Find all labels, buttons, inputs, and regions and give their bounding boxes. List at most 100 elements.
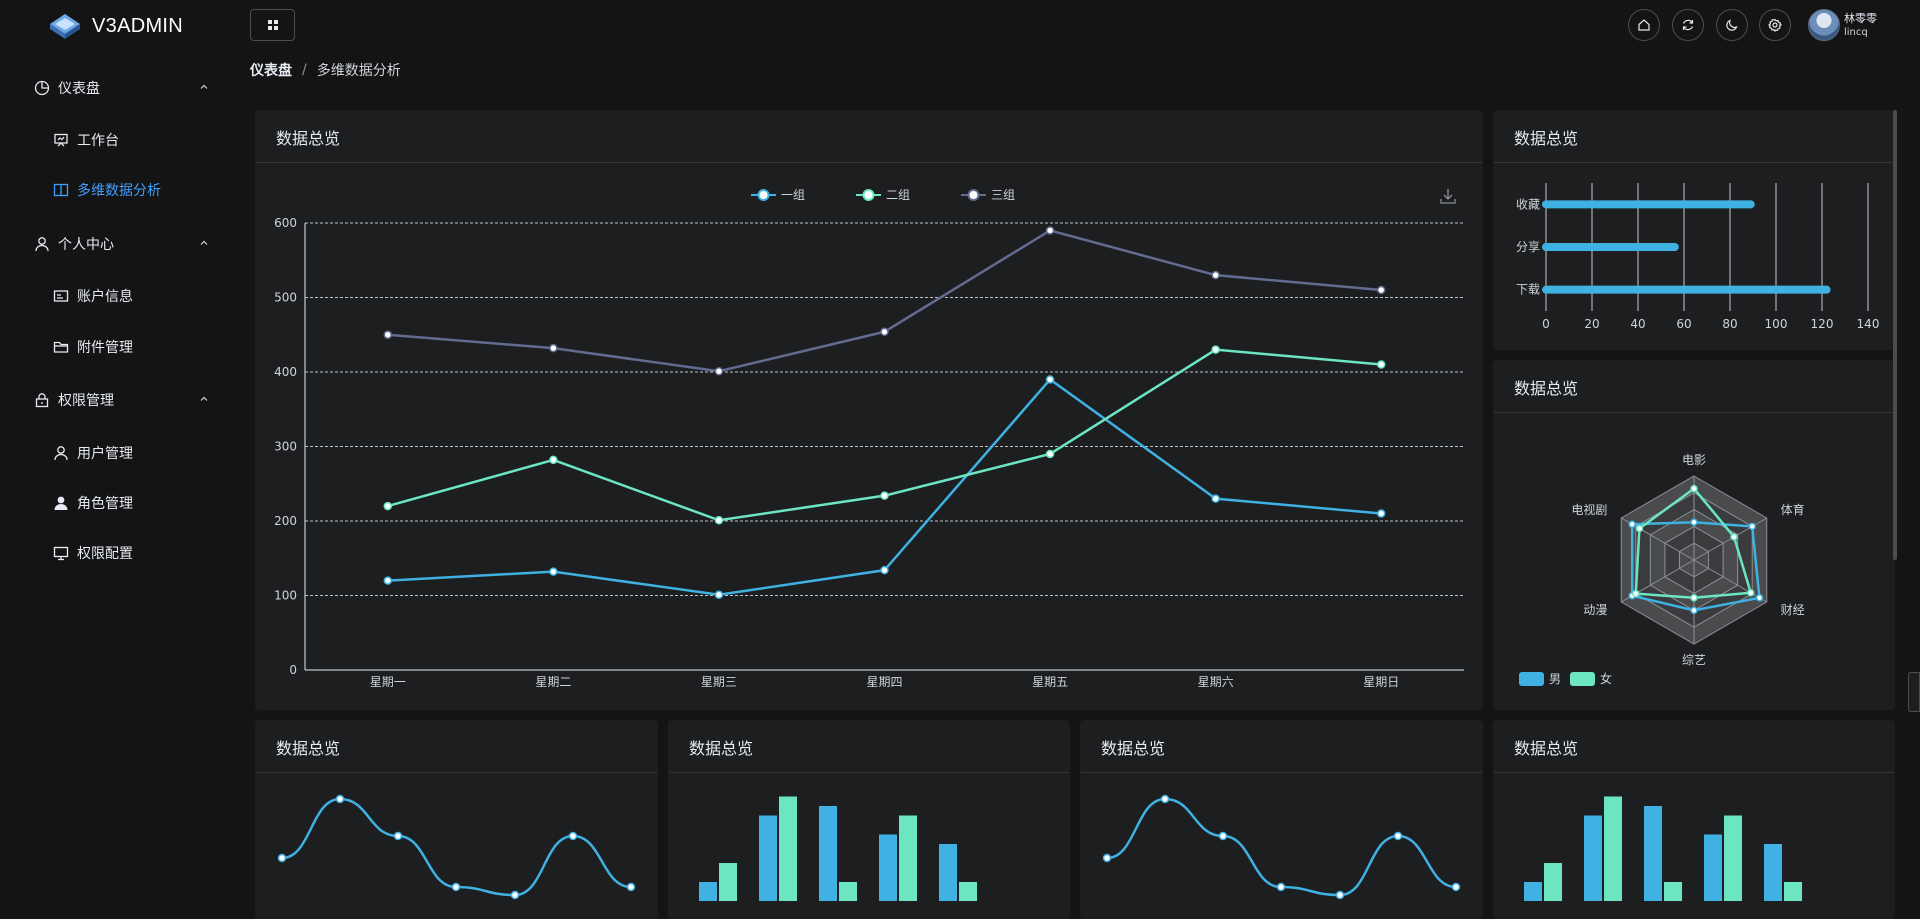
- radar-indicator-label: 综艺: [1682, 653, 1706, 667]
- side-drawer-handle[interactable]: [1908, 672, 1920, 712]
- data-point: [1376, 285, 1386, 295]
- menu-item-attachment-management[interactable]: 附件管理: [0, 329, 232, 365]
- menu-item-user-management[interactable]: 用户管理: [0, 435, 232, 471]
- menu-item-label: 权限配置: [77, 546, 133, 562]
- legend-swatch: [1570, 672, 1595, 686]
- home-button[interactable]: [1628, 9, 1660, 41]
- page-scrollbar[interactable]: [1893, 110, 1897, 560]
- card-mini-bar-2: 数据总览: [1493, 720, 1895, 919]
- grid-icon: [267, 20, 278, 30]
- menu-item-account-info[interactable]: 账户信息: [0, 278, 232, 314]
- card-mini-smooth-line-2: 数据总览: [1080, 720, 1483, 919]
- data-point: [1376, 509, 1386, 518]
- data-point: [1335, 890, 1345, 900]
- legend-swatch: [1519, 672, 1544, 686]
- refresh-button[interactable]: [1672, 9, 1704, 41]
- book-open-icon: [53, 183, 69, 197]
- y-tick-label: 400: [274, 365, 297, 379]
- smooth-line-chart: [277, 794, 636, 900]
- y-tick-label: 下载: [1516, 283, 1540, 297]
- radar-indicator-label: 财经: [1781, 603, 1805, 617]
- card-title: 数据总览: [1081, 721, 1482, 773]
- sidebar: V3ADMIN 仪表盘 工作台 多维数据分析 个人中心 账户信息 附件管: [0, 0, 232, 919]
- data-point: [714, 516, 724, 525]
- user-name[interactable]: 林零零: [1844, 12, 1877, 25]
- bar: [759, 815, 777, 901]
- data-point: [1211, 270, 1220, 280]
- breadcrumb-root[interactable]: 仪表盘: [250, 63, 292, 79]
- bar: [819, 806, 837, 901]
- user-filled-icon: [54, 496, 68, 510]
- radar-indicator-label: 电影: [1682, 453, 1706, 467]
- menu-toggle-button[interactable]: [250, 9, 295, 41]
- breadcrumb-current: 多维数据分析: [316, 63, 401, 79]
- x-tick-label: 星期日: [1363, 675, 1399, 689]
- menu-item-label: 工作台: [77, 133, 119, 149]
- data-point: [549, 567, 558, 576]
- legend-marker: [757, 189, 770, 201]
- menu-item-multi-dimensional-analysis[interactable]: 多维数据分析: [0, 172, 232, 208]
- user-id[interactable]: lincq: [1844, 27, 1868, 38]
- data-point: [510, 890, 520, 900]
- menu-group-dashboard[interactable]: 仪表盘: [0, 70, 232, 106]
- card-title: 数据总览: [256, 721, 657, 773]
- data-point: [1045, 375, 1055, 384]
- logo[interactable]: V3ADMIN: [48, 10, 183, 42]
- legend-label: 女: [1600, 671, 1612, 686]
- download-icon[interactable]: [1440, 189, 1456, 204]
- y-tick-label: 分享: [1516, 239, 1540, 254]
- data-point: [383, 576, 393, 585]
- bar: [779, 796, 797, 901]
- menu-item-label: 附件管理: [77, 340, 133, 356]
- x-tick-label: 120: [1811, 317, 1834, 331]
- monitor-icon: [53, 546, 69, 561]
- data-point: [1211, 494, 1220, 503]
- moon-icon: [1726, 19, 1738, 31]
- menu-item-workbench[interactable]: 工作台: [0, 122, 232, 158]
- legend-label: 二组: [886, 188, 910, 202]
- menu-group-permission-management[interactable]: 权限管理: [0, 382, 232, 418]
- data-point: [1690, 606, 1698, 615]
- avatar[interactable]: [1808, 9, 1840, 41]
- smooth-line-chart: [1102, 794, 1461, 900]
- folder-icon: [53, 341, 69, 353]
- line-chart: 0 100 200 300 400 500 600 星期一 星期二 星期三 星期四 星期五 星期六 星期日…: [274, 188, 1464, 689]
- breadcrumb: 仪表盘 / 多维数据分析: [250, 60, 401, 80]
- x-tick-label: 60: [1676, 317, 1691, 331]
- legend-label: 一组: [781, 188, 805, 202]
- bar: [1604, 796, 1622, 901]
- bar: [1544, 863, 1562, 901]
- data-point: [1218, 831, 1228, 841]
- menu-item-role-management[interactable]: 角色管理: [0, 485, 232, 521]
- x-tick-label: 0: [1542, 317, 1550, 331]
- bar-chart: [1524, 796, 1802, 901]
- y-tick-label: 100: [274, 589, 297, 603]
- bar: [1764, 844, 1782, 901]
- data-point: [714, 590, 724, 600]
- settings-button[interactable]: [1759, 9, 1791, 41]
- menu-group-personal-center[interactable]: 个人中心: [0, 226, 232, 262]
- card-mini-bar-1: 数据总览: [668, 720, 1070, 919]
- bar: [1644, 806, 1662, 901]
- chevron-up-icon: [200, 396, 208, 401]
- data-point: [1746, 589, 1755, 597]
- bar-chart: [699, 796, 977, 901]
- chevron-up-icon: [200, 84, 208, 89]
- bar: [1704, 834, 1722, 901]
- data-point: [549, 455, 558, 465]
- data-point: [1748, 522, 1756, 531]
- bar: [1584, 815, 1602, 901]
- card-main-line-chart: 数据总览 0 100 200 300 400 500 600 星期一 星期二 星期三 星期四 星期五 星…: [255, 110, 1483, 710]
- theme-toggle-button[interactable]: [1716, 9, 1748, 41]
- card-horizontal-bar-chart: 数据总览 0 20 40 60 80 100 120 140 收藏 分享 下载: [1493, 110, 1895, 350]
- menu-item-label: 角色管理: [77, 496, 133, 512]
- data-point: [1045, 226, 1055, 235]
- pie-chart-icon: [34, 80, 50, 96]
- menu-item-permission-config[interactable]: 权限配置: [0, 535, 232, 571]
- y-tick-label: 0: [289, 663, 297, 677]
- gear-icon: [1768, 18, 1782, 32]
- legend-label: 三组: [991, 188, 1015, 202]
- x-tick-label: 20: [1584, 317, 1599, 331]
- series-line: [1106, 797, 1457, 897]
